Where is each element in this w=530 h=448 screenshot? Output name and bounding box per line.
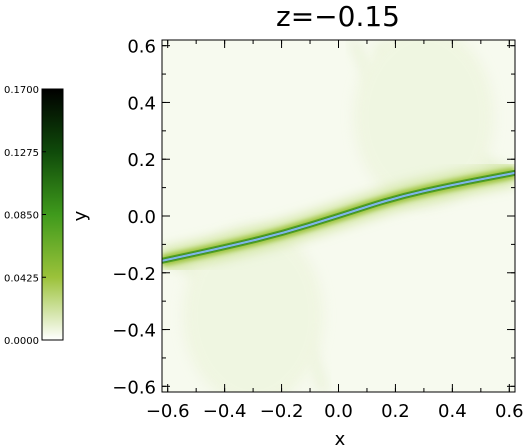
y-tick-label: 0.6 bbox=[127, 37, 156, 58]
y-tick-label: −0.2 bbox=[112, 264, 156, 285]
x-axis-ticks: −0.6 −0.4 −0.2 0.0 0.2 0.4 0.6 bbox=[146, 40, 524, 422]
colorbar-ticks: 0.0000 0.0425 0.0850 0.1275 0.1700 bbox=[4, 85, 46, 347]
x-tick-label: −0.2 bbox=[260, 401, 304, 422]
faint-haze bbox=[353, 40, 494, 207]
x-tick-label: 0.6 bbox=[495, 401, 524, 422]
x-axis-label: x bbox=[335, 429, 346, 448]
y-tick-label: 0.4 bbox=[127, 93, 156, 114]
colorbar-tick-label: 0.1275 bbox=[4, 148, 39, 159]
faint-background-features bbox=[162, 40, 515, 392]
x-tick-label: −0.4 bbox=[203, 401, 247, 422]
field-line bbox=[162, 171, 515, 262]
x-tick-label: 0.4 bbox=[438, 401, 467, 422]
plot-area: −0.6 −0.4 −0.2 0.0 0.2 0.4 0.6 −0.6 −0.4 −0.2 0.0… bbox=[112, 37, 524, 422]
y-axis-ticks: −0.6 −0.4 −0.2 0.0 0.2 0.4 0.6 bbox=[112, 37, 515, 398]
x-tick-label: 0.2 bbox=[381, 401, 410, 422]
x-tick-label: 0.0 bbox=[324, 401, 353, 422]
x-tick-label: −0.6 bbox=[146, 401, 190, 422]
y-tick-label: 0.2 bbox=[127, 150, 156, 171]
y-axis-label: y bbox=[70, 210, 91, 221]
faint-haze bbox=[183, 225, 324, 392]
colorbar-tick-label: 0.0000 bbox=[4, 336, 39, 347]
y-tick-label: −0.6 bbox=[112, 377, 156, 398]
colorbar-tick-label: 0.0425 bbox=[4, 273, 39, 284]
chart-title: z=−0.15 bbox=[276, 0, 400, 33]
colorbar-tick-label: 0.0850 bbox=[4, 211, 39, 222]
colorbar-tick-label: 0.1700 bbox=[4, 85, 39, 96]
colorbar: 0.0000 0.0425 0.0850 0.1275 0.1700 bbox=[4, 85, 64, 347]
y-tick-label: 0.0 bbox=[127, 207, 156, 228]
y-tick-label: −0.4 bbox=[112, 321, 156, 342]
